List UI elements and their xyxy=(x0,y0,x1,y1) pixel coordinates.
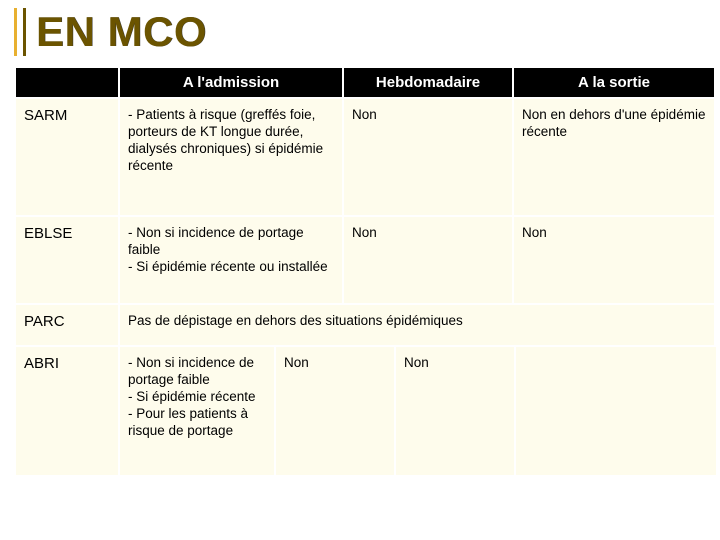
table-row-eblse: EBLSE - Non si incidence de portage faib… xyxy=(16,217,714,303)
header-empty xyxy=(16,68,118,97)
cell-col3: Non xyxy=(396,347,514,475)
table-row-parc: PARC Pas de dépistage en dehors des situ… xyxy=(16,305,714,345)
cell-sortie: Non en dehors d'une épidémie récente xyxy=(514,99,714,215)
table-row-sarm: SARM - Patients à risque (greffés foie, … xyxy=(16,99,714,215)
header-admission: A l'admission xyxy=(120,68,342,97)
cell-admission: - Patients à risque (greffés foie, porte… xyxy=(120,99,342,215)
page-title: EN MCO xyxy=(36,8,706,56)
row-label: SARM xyxy=(16,99,118,215)
cell-merged: Pas de dépistage en dehors des situation… xyxy=(120,305,714,345)
table-header-row: A l'admission Hebdomadaire A la sortie xyxy=(16,68,714,97)
cell-col2: Non xyxy=(276,347,394,475)
header-sortie: A la sortie xyxy=(514,68,714,97)
row-label: PARC xyxy=(16,305,118,345)
cell-hebdo: Non xyxy=(344,99,512,215)
cell-admission: - Non si incidence de portage faible - S… xyxy=(120,217,342,303)
screening-table-abri: ABRI - Non si incidence de portage faibl… xyxy=(14,345,718,477)
row-label: ABRI xyxy=(16,347,118,475)
cell-admission: - Non si incidence de portage faible - S… xyxy=(120,347,274,475)
screening-table: A l'admission Hebdomadaire A la sortie S… xyxy=(14,66,716,347)
title-accent-inner: EN MCO xyxy=(23,8,706,56)
title-accent: EN MCO xyxy=(14,8,706,56)
cell-hebdo: Non xyxy=(344,217,512,303)
header-hebdo: Hebdomadaire xyxy=(344,68,512,97)
row-label: EBLSE xyxy=(16,217,118,303)
table-row-abri: ABRI - Non si incidence de portage faibl… xyxy=(16,347,716,475)
cell-col4 xyxy=(516,347,716,475)
cell-sortie: Non xyxy=(514,217,714,303)
